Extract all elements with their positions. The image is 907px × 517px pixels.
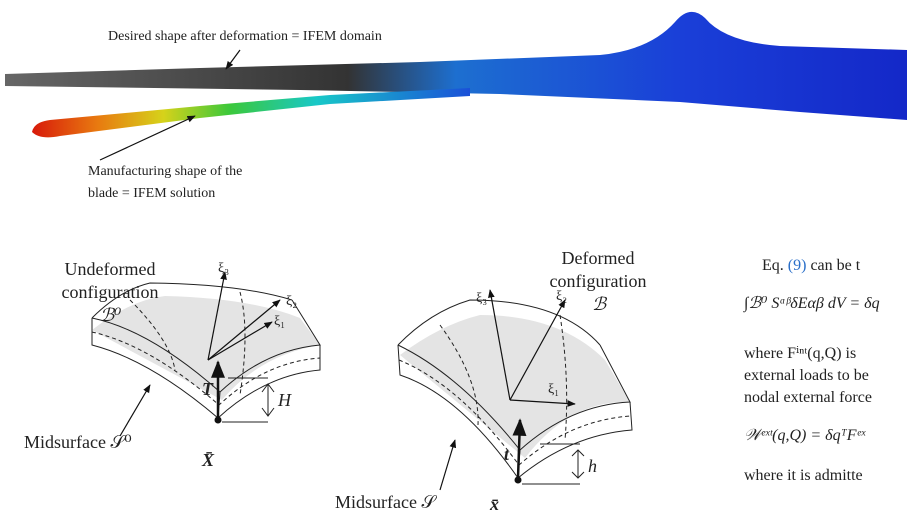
midsurface-label: Midsurface 𝒮 xyxy=(335,492,437,512)
paragraph: nodal external force xyxy=(744,389,872,406)
arrow xyxy=(440,440,455,490)
undeformed-shell: Undeformed configuration ℬ⁰ ξ₁ ξ₂ ξ₃ T M… xyxy=(24,259,320,470)
title: configuration xyxy=(550,271,647,291)
axis-label: ξ₂ xyxy=(286,294,297,309)
point xyxy=(515,477,522,484)
position-label: X̄ xyxy=(201,450,215,470)
title: Deformed xyxy=(562,248,635,268)
title: configuration xyxy=(62,282,159,302)
point xyxy=(215,417,222,424)
equation: 𝒲ᵉˣᵗ(q,Q) = δqᵀFᵉˣ xyxy=(744,427,866,444)
equation: ∫ℬ⁰ SᵅᵝδEαβ dV = δq xyxy=(743,295,880,313)
position-label: x̄ xyxy=(489,494,499,514)
normal-label: T xyxy=(202,379,214,399)
text: can be t xyxy=(806,257,860,274)
deformed-shell: Deformed configuration ℬ ξ₁ ξ₂ ξ₃ t Mids… xyxy=(335,248,646,514)
text-column: Eq. (9) can be t ∫ℬ⁰ SᵅᵝδEαβ dV = δq whe… xyxy=(743,257,880,484)
manufacturing-label: blade = IFEM solution xyxy=(88,186,215,201)
axis-label: ξ₃ xyxy=(476,291,487,306)
text: Eq. xyxy=(762,257,788,274)
normal-label: t xyxy=(504,444,510,464)
paragraph: where Fⁱⁿᵗ(q,Q) is xyxy=(744,345,856,362)
paragraph: external loads to be xyxy=(744,367,869,384)
midsurface-label: Midsurface 𝒮⁰ xyxy=(24,432,132,452)
desired-label: Desired shape after deformation = IFEM d… xyxy=(108,29,382,44)
body-label: ℬ xyxy=(592,294,608,314)
blade-manufacturing xyxy=(32,88,470,137)
equation-link[interactable]: (9) xyxy=(788,257,807,274)
arrow xyxy=(226,50,240,69)
thickness-label: h xyxy=(588,456,597,476)
paragraph: Eq. (9) can be t xyxy=(762,257,861,274)
arrow xyxy=(120,385,150,436)
blade-figure: Desired shape after deformation = IFEM d… xyxy=(5,12,907,201)
paragraph: where it is admitte xyxy=(744,467,863,484)
axis-label: ξ₁ xyxy=(274,314,285,329)
title: Undeformed xyxy=(65,259,156,279)
manufacturing-label: Manufacturing shape of the xyxy=(88,164,242,179)
body-label: ℬ⁰ xyxy=(100,305,121,325)
thickness-label: H xyxy=(277,390,292,410)
axis-label: ξ₃ xyxy=(218,261,229,276)
axis-label: ξ₁ xyxy=(548,382,559,397)
figure-page: Desired shape after deformation = IFEM d… xyxy=(0,0,907,517)
axis-label: ξ₂ xyxy=(556,289,567,304)
